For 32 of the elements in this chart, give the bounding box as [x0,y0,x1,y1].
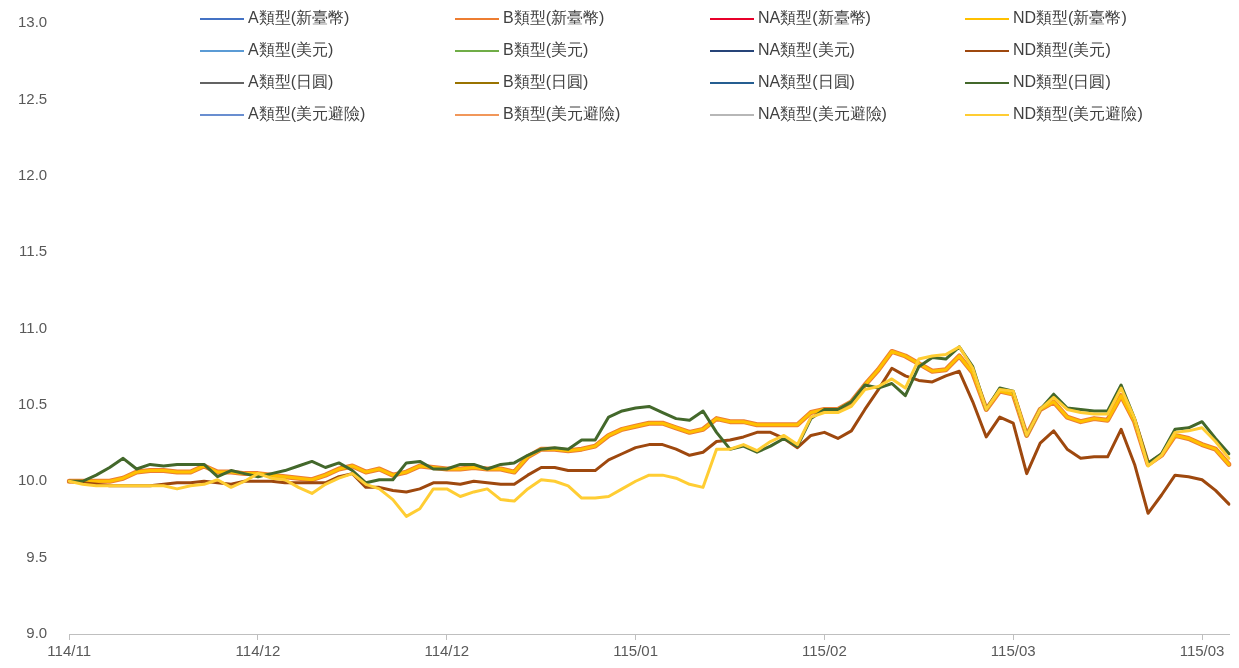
y-tick-label: 13.0 [17,13,48,31]
y-tick-label: 12.0 [17,165,48,183]
legend-label: NA類型(美元) [758,40,855,60]
legend-label: A類型(美元避險) [248,104,366,124]
x-tick-label: 115/03 [1179,642,1225,660]
legend-label: NA類型(新臺幣) [758,8,871,28]
legend-label: ND類型(日圓) [1013,72,1111,92]
legend-label: B類型(美元避險) [503,104,621,124]
y-tick-label: 11.5 [19,242,48,260]
y-tick-label: 9.0 [26,624,48,642]
legend-label: B類型(美元) [503,40,589,60]
y-tick-label: 10.0 [17,471,48,489]
x-tick-label: 115/02 [802,642,847,660]
legend-label: A類型(美元) [248,40,334,60]
y-tick-label: 11.0 [19,318,48,336]
legend-label: ND類型(美元避險) [1013,104,1143,124]
legend-label: A類型(日圓) [248,72,334,92]
x-tick-label: 114/11 [47,642,92,660]
legend-label: ND類型(美元) [1013,40,1111,60]
legend-label: B類型(日圓) [503,72,589,92]
y-tick-label: 10.5 [17,395,48,413]
x-tick-label: 115/01 [613,642,658,660]
legend-label: A類型(新臺幣) [248,8,350,28]
legend-label: B類型(新臺幣) [503,8,605,28]
legend-label: NA類型(美元避險) [758,104,887,124]
x-tick-label: 114/12 [424,642,470,660]
y-tick-label: 12.5 [17,89,48,107]
legend-label: ND類型(新臺幣) [1013,8,1127,28]
x-tick-label: 114/12 [235,642,281,660]
x-tick-label: 115/03 [990,642,1036,660]
legend-label: NA類型(日圓) [758,72,855,92]
y-tick-label: 9.5 [26,547,48,565]
